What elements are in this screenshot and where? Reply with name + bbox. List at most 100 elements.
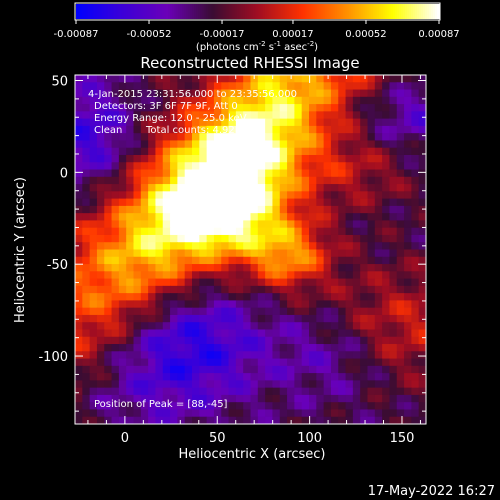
heatmap-cell xyxy=(338,234,347,243)
heatmap-cell xyxy=(360,147,368,156)
heatmap-cell xyxy=(418,300,426,309)
heatmap-cell xyxy=(192,154,200,163)
heatmap-cell xyxy=(89,307,98,316)
heatmap-cell xyxy=(345,154,354,163)
colorbar-cell xyxy=(82,4,85,19)
heatmap-cell xyxy=(126,373,134,381)
heatmap-cell xyxy=(170,293,178,301)
heatmap-cell xyxy=(177,314,186,323)
heatmap-cell xyxy=(250,220,259,229)
heatmap-cell xyxy=(162,373,171,381)
heatmap-cell xyxy=(243,205,251,214)
heatmap-cell xyxy=(294,111,303,120)
heatmap-cell xyxy=(418,373,426,381)
heatmap-cell xyxy=(287,344,295,352)
heatmap-cell xyxy=(243,329,251,338)
heatmap-cell xyxy=(294,242,303,250)
heatmap-cell xyxy=(411,300,420,309)
heatmap-cell xyxy=(221,322,230,330)
heatmap-cell xyxy=(199,184,208,192)
heatmap-cell xyxy=(235,416,244,424)
heatmap-cell xyxy=(250,249,259,258)
colorbar-cell xyxy=(408,4,412,19)
heatmap-cell xyxy=(287,329,295,338)
colorbar-cell xyxy=(154,4,157,19)
heatmap-cell xyxy=(199,154,208,163)
heatmap-cell xyxy=(411,213,420,221)
heatmap-cell xyxy=(96,140,105,149)
heatmap-cell xyxy=(382,344,390,352)
heatmap-cell xyxy=(272,373,281,381)
heatmap-cell xyxy=(287,205,295,214)
heatmap-cell xyxy=(316,365,325,374)
heatmap-cell xyxy=(170,358,178,367)
heatmap-cell xyxy=(374,169,383,178)
heatmap-cell xyxy=(367,118,376,127)
heatmap-cell xyxy=(177,307,186,316)
heatmap-cell xyxy=(287,191,295,200)
heatmap-cell xyxy=(170,227,178,236)
heatmap-cell xyxy=(235,96,244,105)
heatmap-cell xyxy=(345,409,354,418)
heatmap-cell xyxy=(345,394,354,403)
heatmap-cell xyxy=(184,416,193,424)
heatmap-cell xyxy=(148,118,156,127)
heatmap-cell xyxy=(345,133,354,141)
heatmap-cell xyxy=(243,256,251,265)
colorbar-label-exponent: -1 xyxy=(274,40,281,48)
heatmap-cell xyxy=(75,380,83,389)
heatmap-cell xyxy=(82,213,91,221)
colorbar-tick-label: 0.00017 xyxy=(272,29,313,40)
heatmap-cell xyxy=(155,154,164,163)
heatmap-cell xyxy=(323,82,332,91)
heatmap-cell xyxy=(126,307,134,316)
heatmap-cell xyxy=(199,104,208,112)
heatmap-cell xyxy=(352,140,361,149)
heatmap-cell xyxy=(96,329,105,338)
heatmap-cell xyxy=(133,256,142,265)
heatmap-cell xyxy=(177,205,186,214)
heatmap-cell xyxy=(148,140,156,149)
heatmap-cell xyxy=(148,220,156,229)
heatmap-cell xyxy=(404,104,412,112)
heatmap-cell xyxy=(309,344,317,352)
heatmap-cell xyxy=(126,184,134,192)
heatmap-cell xyxy=(221,285,230,294)
heatmap-cell xyxy=(235,133,244,141)
heatmap-cell xyxy=(404,154,412,163)
colorbar-cell xyxy=(350,4,354,19)
heatmap-cell xyxy=(111,249,120,258)
heatmap-cell xyxy=(338,213,347,221)
heatmap-cell xyxy=(89,300,98,309)
heatmap-cell xyxy=(330,358,339,367)
heatmap-cell xyxy=(111,111,120,120)
heatmap-cell xyxy=(301,118,310,127)
heatmap-cell xyxy=(148,278,156,287)
heatmap-cell xyxy=(272,147,281,156)
heatmap-cell xyxy=(75,271,83,280)
heatmap-cell xyxy=(389,184,398,192)
heatmap-cell xyxy=(75,198,83,207)
heatmap-cell xyxy=(104,322,113,330)
heatmap-cell xyxy=(199,264,208,272)
heatmap-cell xyxy=(111,89,120,98)
heatmap-cell xyxy=(367,249,376,258)
heatmap-cell xyxy=(294,365,303,374)
heatmap-cell xyxy=(192,176,200,185)
heatmap-cell xyxy=(89,373,98,381)
heatmap-cell xyxy=(360,133,368,141)
heatmap-cell xyxy=(338,133,347,141)
heatmap-cell xyxy=(82,147,91,156)
heatmap-cell xyxy=(345,118,354,127)
heatmap-cell xyxy=(257,169,266,178)
heatmap-cell xyxy=(374,394,383,403)
colorbar-cell xyxy=(400,4,404,19)
heatmap-cell xyxy=(367,133,376,141)
heatmap-cell xyxy=(140,249,149,258)
heatmap-cell xyxy=(155,133,164,141)
heatmap-cell xyxy=(184,96,193,105)
heatmap-cell xyxy=(257,293,266,301)
heatmap-cell xyxy=(148,227,156,236)
heatmap-cell xyxy=(338,387,347,396)
heatmap-cell xyxy=(228,133,237,141)
